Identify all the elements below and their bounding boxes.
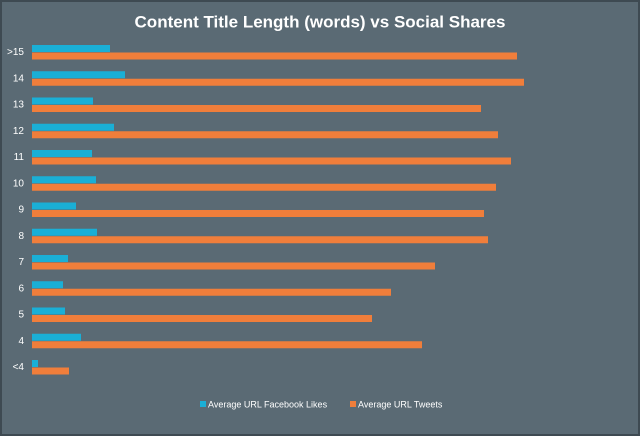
chart-title: Content Title Length (words) vs Social S… <box>135 12 506 31</box>
bar <box>32 307 65 315</box>
legend-swatch <box>200 401 206 407</box>
bar <box>32 97 93 105</box>
bar <box>32 210 484 217</box>
bar <box>32 131 498 139</box>
bar <box>32 157 511 165</box>
y-tick-label: 12 <box>13 126 25 137</box>
bar <box>32 123 114 131</box>
bar <box>32 236 488 244</box>
y-tick-label: 14 <box>13 73 25 84</box>
bar <box>32 360 38 367</box>
y-tick-label: 8 <box>18 231 24 242</box>
bar <box>32 71 125 79</box>
bar <box>32 150 92 157</box>
bar <box>32 315 372 322</box>
y-tick-label: 13 <box>13 100 25 111</box>
bar <box>32 45 110 52</box>
bar <box>32 262 435 270</box>
bar <box>32 105 481 112</box>
legend-label: Average URL Facebook Likes <box>208 399 328 409</box>
bar <box>32 255 68 262</box>
y-tick-label: <4 <box>13 362 25 373</box>
legend-label: Average URL Tweets <box>358 399 443 409</box>
bar <box>32 333 81 341</box>
y-tick-label: 6 <box>18 283 24 294</box>
y-tick-label: 7 <box>18 257 24 268</box>
y-tick-label: 4 <box>18 336 24 347</box>
legend-swatch <box>350 401 356 407</box>
bar <box>32 202 76 210</box>
bar <box>32 228 97 236</box>
bar <box>32 341 422 349</box>
bar <box>32 367 69 375</box>
y-tick-label: 11 <box>14 152 25 163</box>
bar <box>32 281 63 289</box>
bar <box>32 288 391 296</box>
y-tick-label: 10 <box>13 178 25 189</box>
y-tick-label: >15 <box>7 47 24 58</box>
bar <box>32 78 524 86</box>
bar <box>32 52 517 60</box>
bar <box>32 176 96 184</box>
y-tick-label: 9 <box>18 205 24 216</box>
bar <box>32 183 496 191</box>
y-tick-label: 5 <box>18 310 24 321</box>
